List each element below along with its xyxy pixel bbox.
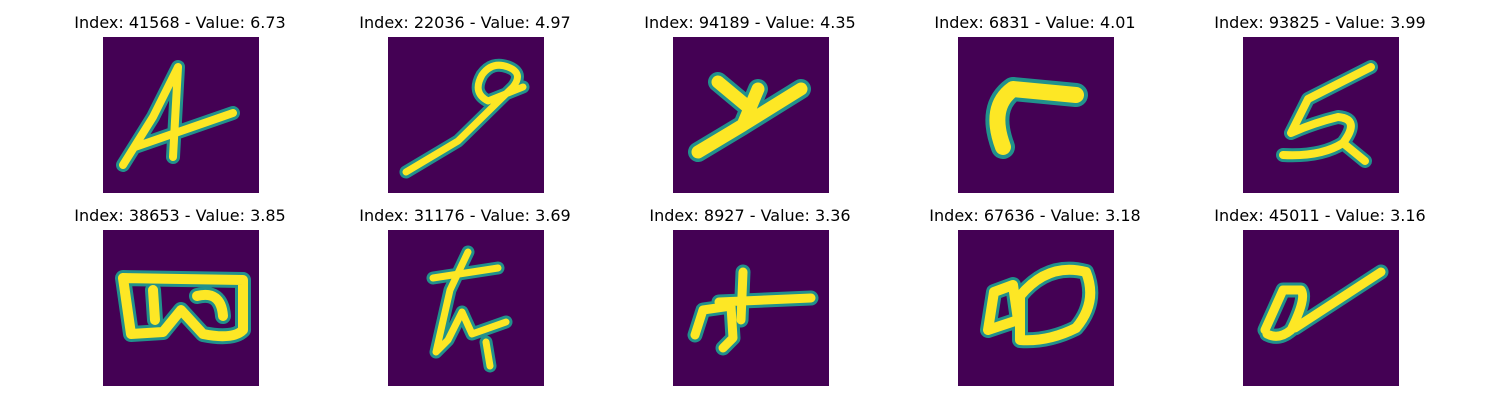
sample-panel-3: Index: 94189 - Value: 4.35 <box>635 12 865 202</box>
panel-title: Index: 38653 - Value: 3.85 <box>74 206 286 225</box>
sample-image <box>673 230 829 386</box>
sample-image <box>1243 37 1399 193</box>
sample-panel-7: Index: 31176 - Value: 3.69 <box>350 205 580 395</box>
sample-image <box>388 230 544 386</box>
sample-panel-8: Index: 8927 - Value: 3.36 <box>635 205 865 395</box>
panel-title: Index: 67636 - Value: 3.18 <box>929 206 1141 225</box>
sample-image <box>958 230 1114 386</box>
panel-title: Index: 93825 - Value: 3.99 <box>1214 13 1426 32</box>
panel-title: Index: 8927 - Value: 3.36 <box>649 206 851 225</box>
panel-title: Index: 6831 - Value: 4.01 <box>934 13 1136 32</box>
sample-image <box>958 37 1114 193</box>
sample-panel-6: Index: 38653 - Value: 3.85 <box>65 205 295 395</box>
panel-title: Index: 31176 - Value: 3.69 <box>359 206 571 225</box>
sample-panel-4: Index: 6831 - Value: 4.01 <box>920 12 1150 202</box>
sample-panel-9: Index: 67636 - Value: 3.18 <box>920 205 1150 395</box>
sample-image <box>388 37 544 193</box>
panel-title: Index: 22036 - Value: 4.97 <box>359 13 571 32</box>
sample-panel-2: Index: 22036 - Value: 4.97 <box>350 12 580 202</box>
panel-title: Index: 41568 - Value: 6.73 <box>74 13 286 32</box>
sample-image <box>103 230 259 386</box>
sample-image <box>1243 230 1399 386</box>
sample-panel-10: Index: 45011 - Value: 3.16 <box>1205 205 1435 395</box>
panel-title: Index: 45011 - Value: 3.16 <box>1214 206 1426 225</box>
sample-panel-1: Index: 41568 - Value: 6.73 <box>65 12 295 202</box>
sample-image <box>673 37 829 193</box>
sample-image <box>103 37 259 193</box>
sample-panel-5: Index: 93825 - Value: 3.99 <box>1205 12 1435 202</box>
panel-title: Index: 94189 - Value: 4.35 <box>644 13 856 32</box>
